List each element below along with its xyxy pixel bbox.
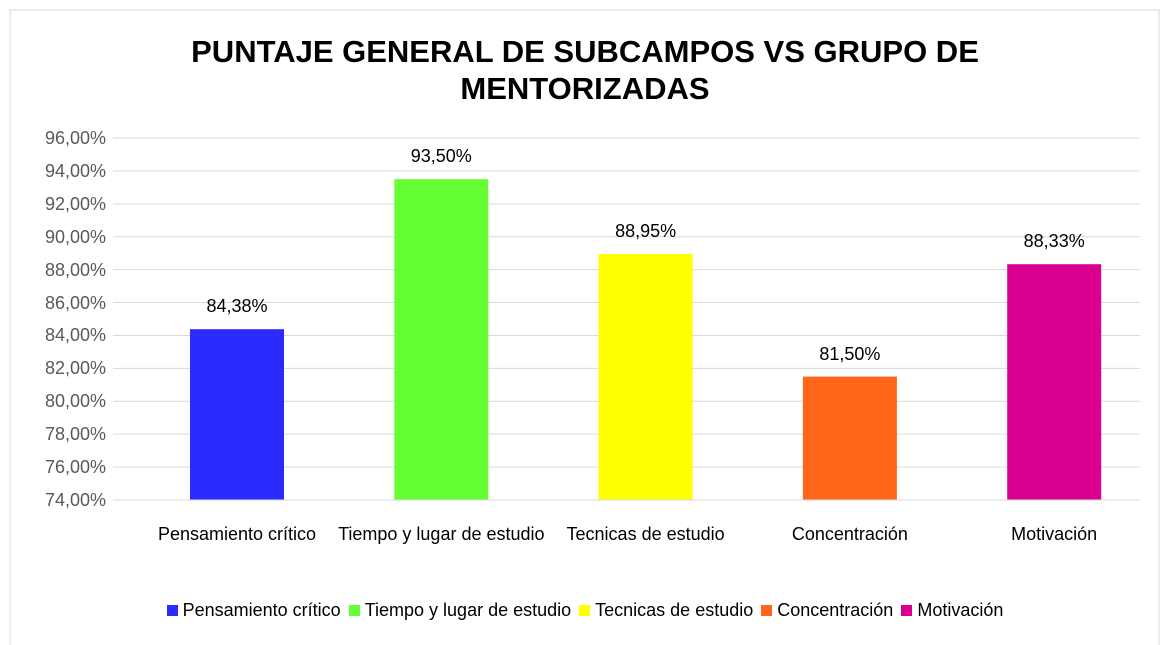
bar	[190, 329, 284, 500]
bar	[1007, 264, 1102, 500]
y-tick-label: 94,00%	[44, 160, 106, 181]
y-tick-label: 86,00%	[44, 292, 106, 313]
legend-swatch	[761, 605, 773, 616]
x-tick-label: Motivación	[1011, 524, 1098, 544]
chart-title: PUNTAJE GENERAL DE SUBCAMPOS VS GRUPO DE…	[191, 34, 979, 106]
legend-swatch	[348, 605, 360, 616]
data-label: 93,50%	[410, 146, 472, 167]
y-tick-label: 76,00%	[44, 457, 106, 478]
legend-item: Pensamiento crítico	[166, 600, 341, 621]
legend-label: Tiempo y lugar de estudio	[364, 600, 572, 620]
legend-label: Tecnicas de estudio	[595, 600, 754, 620]
data-label: 81,50%	[819, 343, 881, 364]
data-label: 84,38%	[206, 296, 268, 317]
legend-swatch	[901, 605, 913, 616]
legend-label: Pensamiento crítico	[182, 600, 341, 620]
bar	[394, 179, 489, 501]
legend-swatch	[579, 605, 591, 616]
y-tick-label: 90,00%	[44, 226, 106, 247]
x-tick-label: Pensamiento crítico	[157, 524, 317, 544]
bar	[598, 254, 693, 500]
y-tick-label: 74,00%	[44, 490, 106, 510]
bar	[802, 376, 897, 500]
legend-item: Tecnicas de estudio	[579, 600, 753, 621]
chart-frame	[9, 9, 1160, 645]
y-tick-label: 88,00%	[44, 259, 106, 280]
y-tick-label: 96,00%	[44, 128, 106, 148]
x-tick-label: Concentración	[791, 524, 908, 544]
legend-swatch	[166, 605, 178, 616]
legend-item: Concentración	[761, 600, 893, 621]
y-tick-label: 82,00%	[44, 358, 106, 379]
y-tick-label: 84,00%	[44, 325, 106, 346]
y-tick-label: 80,00%	[44, 391, 106, 412]
legend-item: Tiempo y lugar de estudio	[348, 600, 572, 621]
y-tick-label: 92,00%	[44, 193, 106, 214]
data-label: 88,95%	[615, 221, 677, 241]
legend-label: Motivación	[917, 600, 1004, 620]
legend-item: Motivación	[901, 600, 1003, 621]
legend: Pensamiento crítico Tiempo y lugar de est…	[0, 600, 1170, 621]
legend-label: Concentración	[777, 600, 894, 620]
x-tick-label: Tecnicas de estudio	[566, 524, 725, 544]
data-label: 88,33%	[1023, 231, 1085, 252]
x-tick-label: Tiempo y lugar de estudio	[338, 524, 545, 544]
y-tick-label: 78,00%	[44, 424, 106, 445]
